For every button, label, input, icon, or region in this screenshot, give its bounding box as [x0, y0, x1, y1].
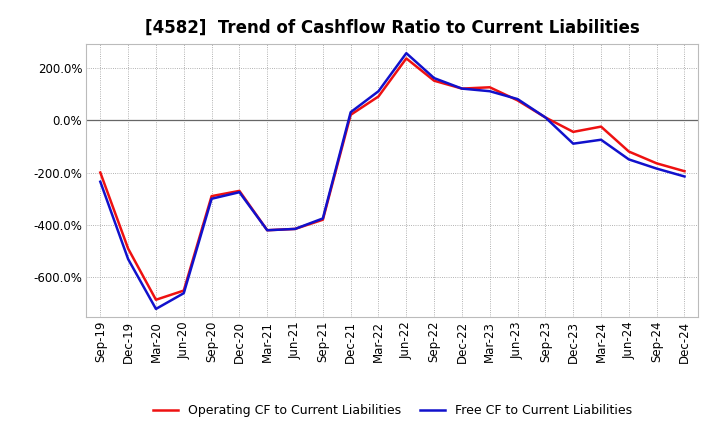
Operating CF to Current Liabilities: [652, 161, 661, 166]
Free CF to Current Liabilities: [597, 137, 606, 143]
Operating CF to Current Liabilities: [569, 129, 577, 135]
Operating CF to Current Liabilities: [541, 115, 550, 120]
Operating CF to Current Liabilities: [152, 297, 161, 302]
Line: Operating CF to Current Liabilities: Operating CF to Current Liabilities: [100, 59, 685, 300]
Free CF to Current Liabilities: [263, 227, 271, 233]
Operating CF to Current Liabilities: [374, 94, 383, 99]
Operating CF to Current Liabilities: [124, 246, 132, 251]
Free CF to Current Liabilities: [346, 110, 355, 115]
Free CF to Current Liabilities: [374, 88, 383, 94]
Free CF to Current Liabilities: [207, 196, 216, 202]
Operating CF to Current Liabilities: [485, 84, 494, 90]
Operating CF to Current Liabilities: [207, 194, 216, 199]
Operating CF to Current Liabilities: [179, 288, 188, 293]
Free CF to Current Liabilities: [179, 290, 188, 296]
Operating CF to Current Liabilities: [624, 149, 633, 154]
Title: [4582]  Trend of Cashflow Ratio to Current Liabilities: [4582] Trend of Cashflow Ratio to Curren…: [145, 19, 640, 37]
Free CF to Current Liabilities: [124, 257, 132, 262]
Free CF to Current Liabilities: [458, 86, 467, 91]
Operating CF to Current Liabilities: [458, 86, 467, 91]
Free CF to Current Liabilities: [624, 157, 633, 162]
Operating CF to Current Liabilities: [680, 169, 689, 174]
Free CF to Current Liabilities: [152, 306, 161, 312]
Operating CF to Current Liabilities: [235, 188, 243, 194]
Free CF to Current Liabilities: [318, 216, 327, 221]
Operating CF to Current Liabilities: [346, 112, 355, 117]
Operating CF to Current Liabilities: [291, 226, 300, 231]
Free CF to Current Liabilities: [402, 51, 410, 56]
Free CF to Current Liabilities: [430, 76, 438, 81]
Free CF to Current Liabilities: [513, 96, 522, 102]
Operating CF to Current Liabilities: [96, 170, 104, 175]
Free CF to Current Liabilities: [680, 174, 689, 179]
Line: Free CF to Current Liabilities: Free CF to Current Liabilities: [100, 53, 685, 309]
Free CF to Current Liabilities: [485, 88, 494, 94]
Operating CF to Current Liabilities: [402, 56, 410, 61]
Operating CF to Current Liabilities: [318, 217, 327, 222]
Free CF to Current Liabilities: [541, 115, 550, 120]
Free CF to Current Liabilities: [291, 226, 300, 231]
Operating CF to Current Liabilities: [513, 98, 522, 103]
Operating CF to Current Liabilities: [430, 78, 438, 83]
Legend: Operating CF to Current Liabilities, Free CF to Current Liabilities: Operating CF to Current Liabilities, Fre…: [148, 400, 637, 422]
Operating CF to Current Liabilities: [597, 124, 606, 129]
Operating CF to Current Liabilities: [263, 227, 271, 233]
Free CF to Current Liabilities: [569, 141, 577, 147]
Free CF to Current Liabilities: [235, 190, 243, 195]
Free CF to Current Liabilities: [96, 179, 104, 184]
Free CF to Current Liabilities: [652, 166, 661, 171]
